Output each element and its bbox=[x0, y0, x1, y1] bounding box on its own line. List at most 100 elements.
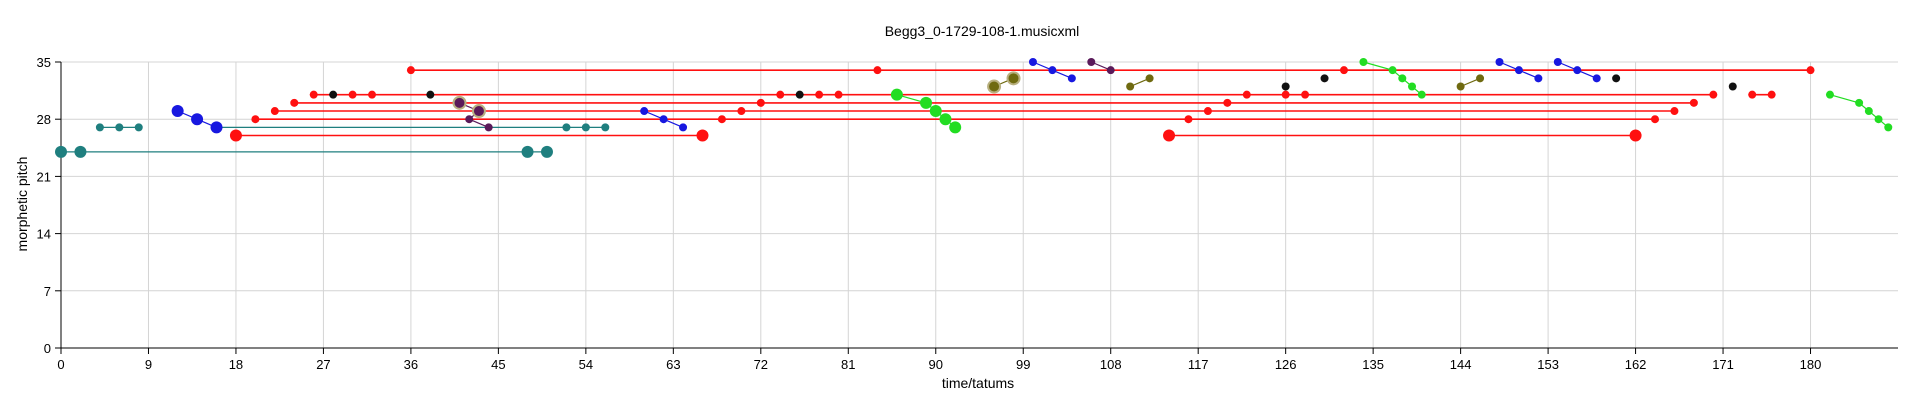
x-tick-label: 9 bbox=[145, 357, 152, 372]
x-tick-label: 63 bbox=[666, 357, 680, 372]
note-point-olive bbox=[1476, 74, 1485, 83]
note-point-red bbox=[1629, 129, 1642, 142]
x-tick-label: 117 bbox=[1188, 357, 1209, 372]
note-point-blue bbox=[191, 113, 204, 126]
note-point-green bbox=[1388, 66, 1397, 75]
note-point-blue bbox=[1514, 66, 1523, 75]
note-point-teal bbox=[562, 123, 571, 132]
y-axis-title: morphetic pitch bbox=[14, 157, 30, 252]
note-point-red bbox=[1163, 129, 1176, 142]
note-point-teal bbox=[95, 123, 104, 132]
note-point-olive bbox=[987, 79, 1002, 94]
note-point-blue bbox=[1573, 66, 1582, 75]
note-point-olive bbox=[1126, 82, 1135, 91]
note-point-red bbox=[309, 90, 318, 99]
note-point-red bbox=[229, 129, 242, 142]
x-tick-label: 180 bbox=[1800, 357, 1822, 372]
note-point-red bbox=[270, 107, 279, 116]
note-point-teal bbox=[581, 123, 590, 132]
note-point-green bbox=[1855, 98, 1864, 107]
note-point-green bbox=[939, 113, 952, 126]
note-point-green bbox=[1864, 107, 1873, 116]
x-tick-label: 162 bbox=[1625, 357, 1647, 372]
note-point-red bbox=[1670, 107, 1679, 116]
note-point-teal bbox=[521, 145, 534, 158]
note-point-green bbox=[1825, 90, 1834, 99]
note-point-red bbox=[1184, 115, 1193, 124]
x-tick-label: 36 bbox=[404, 357, 418, 372]
note-point-green bbox=[890, 88, 903, 101]
x-tick-label: 27 bbox=[316, 357, 330, 372]
note-point-red bbox=[1806, 66, 1815, 75]
note-point-black bbox=[1612, 74, 1621, 83]
note-point-black bbox=[329, 90, 338, 99]
x-tick-label: 108 bbox=[1100, 357, 1122, 372]
y-tick-label: 7 bbox=[44, 284, 51, 299]
note-point-purple bbox=[465, 115, 474, 124]
note-point-olive bbox=[1456, 82, 1465, 91]
note-point-teal bbox=[55, 145, 67, 158]
y-tick-label: 14 bbox=[37, 227, 51, 242]
note-point-blue bbox=[210, 121, 223, 134]
note-point-green bbox=[1359, 58, 1368, 66]
note-point-olive bbox=[1006, 71, 1021, 86]
note-point-red bbox=[776, 90, 785, 99]
y-tick-label: 28 bbox=[37, 112, 51, 127]
note-point-black bbox=[1320, 74, 1329, 83]
note-point-red bbox=[1242, 90, 1251, 99]
note-point-red bbox=[1203, 107, 1212, 116]
x-tick-label: 72 bbox=[754, 357, 768, 372]
x-tick-label: 45 bbox=[491, 357, 505, 372]
y-tick-label: 35 bbox=[37, 55, 51, 70]
note-point-teal bbox=[540, 145, 553, 158]
note-point-red bbox=[815, 90, 824, 99]
grid-layer bbox=[60, 61, 1898, 349]
x-tick-label: 90 bbox=[929, 357, 943, 372]
note-point-black bbox=[795, 90, 804, 99]
x-tick-label: 81 bbox=[841, 357, 855, 372]
note-point-red bbox=[1709, 90, 1718, 99]
note-point-green bbox=[1884, 123, 1893, 132]
x-tick-label: 18 bbox=[229, 357, 243, 372]
x-tick-label: 153 bbox=[1537, 357, 1559, 372]
note-point-purple bbox=[471, 104, 486, 119]
note-point-black bbox=[1728, 82, 1737, 91]
note-point-blue bbox=[1592, 74, 1601, 83]
note-point-teal bbox=[601, 123, 610, 132]
chart-title: Begg3_0-1729-108-1.musicxml bbox=[885, 23, 1080, 39]
note-point-red bbox=[717, 115, 726, 124]
note-point-red bbox=[1281, 90, 1290, 99]
note-point-red bbox=[406, 66, 415, 75]
y-tick-label: 21 bbox=[37, 169, 51, 184]
x-tick-label: 99 bbox=[1016, 357, 1030, 372]
note-point-purple bbox=[1087, 58, 1096, 66]
note-point-blue bbox=[659, 115, 668, 124]
note-point-purple bbox=[1106, 66, 1115, 75]
note-point-blue bbox=[1048, 66, 1057, 75]
note-point-red bbox=[737, 107, 746, 116]
note-point-blue bbox=[171, 105, 184, 118]
x-tick-label: 54 bbox=[579, 357, 593, 372]
note-point-red bbox=[696, 129, 709, 142]
note-point-black bbox=[1281, 82, 1290, 91]
note-point-red bbox=[834, 90, 843, 99]
note-point-red bbox=[1301, 90, 1310, 99]
x-tick-label: 0 bbox=[57, 357, 64, 372]
x-axis-title: time/tatums bbox=[942, 375, 1014, 391]
note-point-red bbox=[1767, 90, 1776, 99]
note-point-purple bbox=[484, 123, 493, 132]
x-tick-label: 126 bbox=[1275, 357, 1297, 372]
note-point-red bbox=[1223, 98, 1232, 107]
note-point-green bbox=[1398, 74, 1407, 83]
note-point-black bbox=[426, 90, 435, 99]
y-tick-label: 0 bbox=[44, 341, 51, 356]
note-point-teal bbox=[74, 145, 87, 158]
note-point-red bbox=[251, 115, 260, 124]
note-point-red bbox=[756, 98, 765, 107]
note-point-red bbox=[873, 66, 882, 75]
note-point-green bbox=[1417, 90, 1426, 99]
note-point-blue bbox=[1067, 74, 1076, 83]
x-tick-label: 171 bbox=[1712, 357, 1734, 372]
note-point-blue bbox=[1495, 58, 1504, 66]
note-point-blue bbox=[1028, 58, 1037, 66]
